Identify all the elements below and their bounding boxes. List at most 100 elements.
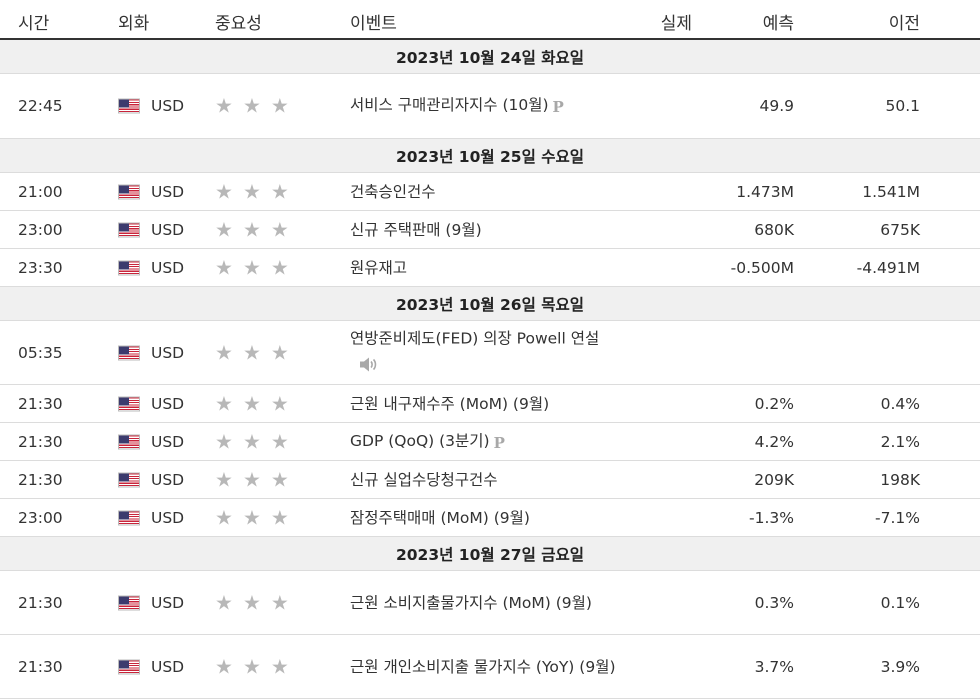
event-time: 22:45 bbox=[18, 97, 63, 115]
event-currency: USD bbox=[151, 470, 185, 489]
star-icon: ★ bbox=[215, 93, 233, 118]
event-row[interactable]: 21:00 USD ★ ★ ★ 건축승인건수 1.473M 1.541M bbox=[0, 173, 980, 211]
speaker-icon bbox=[358, 354, 378, 380]
event-name[interactable]: 원유재고 bbox=[350, 258, 408, 277]
day-label: 2023년 10월 24일 화요일 bbox=[395, 48, 585, 67]
event-name-cell[interactable]: 서비스 구매관리자지수 (10월) P bbox=[350, 92, 620, 120]
event-time: 21:30 bbox=[18, 593, 63, 612]
flag-canton bbox=[119, 261, 129, 269]
us-flag-icon bbox=[118, 98, 140, 114]
day-label: 2023년 10월 27일 금요일 bbox=[395, 545, 585, 564]
star-icon: ★ bbox=[270, 255, 289, 279]
event-currency: USD bbox=[151, 258, 185, 277]
star-icon: ★ bbox=[242, 590, 261, 614]
event-previous: 1.541M bbox=[862, 182, 920, 201]
event-name-cell[interactable]: GDP (QoQ) (3분기) P bbox=[350, 428, 620, 456]
event-name[interactable]: 서비스 구매관리자지수 (10월) bbox=[350, 96, 549, 114]
event-name-cell[interactable]: 근원 개인소비지출 물가지수 (YoY) (9월) bbox=[350, 654, 620, 680]
event-name[interactable]: 근원 개인소비지출 물가지수 (YoY) (9월) bbox=[350, 657, 616, 676]
event-name-cell[interactable]: 신규 주택판매 (9월) bbox=[350, 217, 620, 243]
event-currency: USD bbox=[151, 394, 185, 413]
us-flag-icon bbox=[118, 434, 140, 449]
event-name-cell[interactable]: 잠정주택매매 (MoM) (9월) bbox=[350, 505, 620, 531]
event-name[interactable]: GDP (QoQ) (3분기) bbox=[350, 431, 490, 450]
event-name-cell[interactable]: 근원 소비지출물가지수 (MoM) (9월) bbox=[350, 590, 620, 616]
event-row[interactable]: 05:35 USD ★ ★ ★ 연방준비제도(FED) 의장 Powell 연설 bbox=[0, 321, 980, 385]
event-name-cell[interactable]: 건축승인건수 bbox=[350, 179, 620, 205]
flag-canton bbox=[119, 473, 129, 481]
event-name-cell[interactable]: 신규 실업수당청구건수 bbox=[350, 467, 620, 493]
day-label: 2023년 10월 25일 수요일 bbox=[395, 147, 585, 166]
us-flag-icon bbox=[118, 659, 140, 674]
event-row[interactable]: 21:30 USD ★ ★ ★ GDP (QoQ) (3분기) P 4.2% 2.1% bbox=[0, 423, 980, 461]
event-name[interactable]: 잠정주택매매 (MoM) (9월) bbox=[350, 508, 530, 527]
day-header-row: 2023년 10월 27일 금요일 bbox=[0, 537, 980, 571]
us-flag-icon bbox=[118, 595, 140, 610]
event-forecast: 680K bbox=[754, 220, 794, 239]
flag-canton bbox=[119, 435, 129, 443]
event-previous: 2.1% bbox=[880, 432, 920, 451]
event-forecast: 49.9 bbox=[759, 97, 794, 115]
flag-canton bbox=[119, 185, 129, 193]
event-currency: USD bbox=[151, 97, 185, 115]
event-row[interactable]: 21:30 USD ★ ★ ★ 신규 실업수당청구건수 209K 198K bbox=[0, 461, 980, 499]
star-icon: ★ bbox=[270, 391, 289, 415]
star-icon: ★ bbox=[215, 590, 233, 614]
flag-stripes bbox=[118, 434, 140, 449]
flag-stripes bbox=[118, 98, 140, 114]
event-name[interactable]: 신규 주택판매 (9월) bbox=[350, 220, 482, 239]
importance-stars: ★ ★ ★ bbox=[215, 393, 299, 414]
event-row[interactable]: 23:00 USD ★ ★ ★ 신규 주택판매 (9월) 680K 675K bbox=[0, 211, 980, 249]
importance-stars: ★ ★ ★ bbox=[215, 257, 299, 278]
star-icon: ★ bbox=[215, 429, 233, 453]
event-name-cell[interactable]: 연방준비제도(FED) 의장 Powell 연설 bbox=[350, 325, 620, 380]
event-name[interactable]: 연방준비제도(FED) 의장 Powell 연설 bbox=[350, 329, 600, 347]
event-name-cell[interactable]: 원유재고 bbox=[350, 255, 620, 281]
event-time: 21:30 bbox=[18, 394, 63, 413]
event-currency: USD bbox=[151, 182, 185, 201]
event-row[interactable]: 21:30 USD ★ ★ ★ 근원 소비지출물가지수 (MoM) (9월) 0.3% 0.1… bbox=[0, 571, 980, 635]
importance-stars: ★ ★ ★ bbox=[215, 592, 299, 613]
star-icon: ★ bbox=[270, 505, 289, 529]
star-icon: ★ bbox=[242, 391, 261, 415]
star-icon: ★ bbox=[242, 255, 261, 279]
us-flag-icon bbox=[118, 396, 140, 411]
event-previous: -7.1% bbox=[875, 508, 920, 527]
event-previous: 198K bbox=[880, 470, 920, 489]
event-forecast: 0.3% bbox=[754, 593, 794, 612]
us-flag-icon bbox=[118, 184, 140, 199]
star-icon: ★ bbox=[242, 93, 261, 118]
event-name-cell[interactable]: 근원 내구재수주 (MoM) (9월) bbox=[350, 391, 620, 417]
star-icon: ★ bbox=[270, 340, 289, 364]
importance-stars: ★ ★ ★ bbox=[215, 96, 299, 117]
event-row[interactable]: 21:30 USD ★ ★ ★ 근원 내구재수주 (MoM) (9월) 0.2% 0.4% bbox=[0, 385, 980, 423]
event-row[interactable]: 23:00 USD ★ ★ ★ 잠정주택매매 (MoM) (9월) -1.3% -7.1% bbox=[0, 499, 980, 537]
star-icon: ★ bbox=[215, 467, 233, 491]
event-currency: USD bbox=[151, 343, 185, 362]
event-row[interactable]: 21:30 USD ★ ★ ★ 근원 개인소비지출 물가지수 (YoY) (9월) 3.7%… bbox=[0, 635, 980, 699]
flag-canton bbox=[119, 596, 129, 604]
importance-stars: ★ ★ ★ bbox=[215, 181, 299, 202]
event-name[interactable]: 건축승인건수 bbox=[350, 182, 436, 201]
us-flag-icon bbox=[118, 260, 140, 275]
event-name[interactable]: 근원 소비지출물가지수 (MoM) (9월) bbox=[350, 593, 592, 612]
us-flag-icon bbox=[118, 510, 140, 525]
event-name[interactable]: 근원 내구재수주 (MoM) (9월) bbox=[350, 394, 550, 413]
event-row[interactable]: 23:30 USD ★ ★ ★ 원유재고 -0.500M -4.491M bbox=[0, 249, 980, 287]
event-forecast: 209K bbox=[754, 470, 794, 489]
event-forecast: 3.7% bbox=[754, 657, 794, 676]
star-icon: ★ bbox=[270, 217, 289, 241]
event-currency: USD bbox=[151, 508, 185, 527]
flag-canton bbox=[119, 511, 129, 519]
star-icon: ★ bbox=[270, 590, 289, 614]
event-row[interactable]: 22:45 USD ★ ★ ★ 서비스 구매관리자지수 (10월) P 49.9 50.1 bbox=[0, 74, 980, 139]
event-name[interactable]: 신규 실업수당청구건수 bbox=[350, 470, 498, 489]
star-icon: ★ bbox=[215, 179, 233, 203]
event-time: 21:30 bbox=[18, 657, 63, 676]
header-currency: 외화 bbox=[118, 14, 150, 34]
header-importance: 중요성 bbox=[215, 14, 262, 34]
star-icon: ★ bbox=[215, 654, 233, 678]
header-event: 이벤트 bbox=[350, 14, 397, 34]
star-icon: ★ bbox=[242, 340, 261, 364]
day-header-row: 2023년 10월 24일 화요일 bbox=[0, 40, 980, 74]
